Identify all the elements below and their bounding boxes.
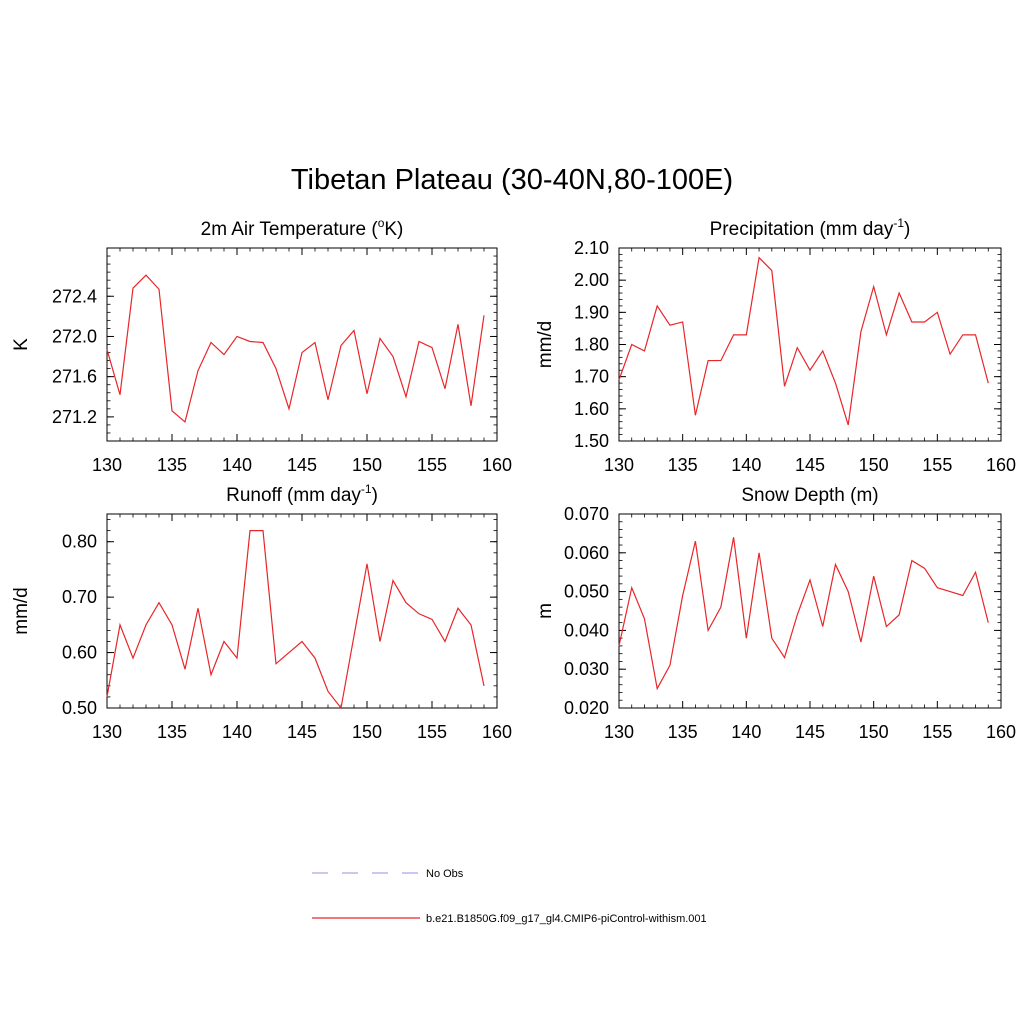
series-line-model [618,537,989,691]
y-tick-label: 1.80 [574,335,609,355]
y-tick-label: 1.90 [574,302,609,322]
x-tick-label: 130 [92,722,122,742]
y-axis-label: K [11,338,32,351]
x-tick-label: 135 [668,722,698,742]
series-line-model [106,530,485,710]
plot-frame [106,513,498,709]
y-tick-label: 2.00 [574,270,609,290]
x-tick-label: 130 [604,455,634,475]
y-axis-label: m [535,603,556,619]
x-tick-label: 160 [482,722,512,742]
y-tick-label: 0.070 [564,504,609,524]
x-tick-label: 140 [222,722,252,742]
x-tick-label: 160 [482,455,512,475]
y-tick-label: 0.030 [564,659,609,679]
x-tick-label: 155 [417,722,447,742]
panels-group: 130 135 140 145 150 155 160 271.2 271.6 272.0 272.… [11,216,1016,742]
y-tick-label: 271.6 [52,367,97,387]
figure-title: Tibetan Plateau (30-40N,80-100E) [290,164,734,196]
y-tick-label: 0.020 [564,698,609,718]
legend-label-no-obs: No Obs [426,868,464,880]
y-tick-label: 0.060 [564,543,609,563]
y-axis-label: mm/d [11,587,32,635]
x-tick-label: 135 [157,722,187,742]
y-tick-label: 1.70 [574,367,609,387]
y-tick-label: 1.50 [574,431,609,451]
panel-2: 130 135 140 145 150 155 160 0.50 0.60 0.70 0.80 mm/… [11,482,512,742]
y-tick-label: 272.0 [52,326,97,346]
x-tick-label: 155 [922,455,952,475]
x-tick-label: 150 [859,722,889,742]
plot-frame [618,247,1002,442]
y-tick-label: 0.60 [62,643,97,663]
x-tick-label: 145 [287,722,317,742]
x-tick-label: 145 [287,455,317,475]
legend-label-model: b.e21.B1850G.f09_g17_gl4.CMIP6-piControl… [426,913,707,925]
x-tick-label: 150 [352,455,382,475]
x-tick-label: 160 [986,455,1016,475]
x-tick-label: 140 [731,722,761,742]
y-tick-label: 0.50 [62,698,97,718]
x-tick-label: 140 [222,455,252,475]
series-line-model [106,274,485,423]
x-tick-label: 135 [157,455,187,475]
x-tick-label: 135 [668,455,698,475]
x-tick-label: 155 [922,722,952,742]
y-tick-label: 0.040 [564,620,609,640]
y-tick-label: 0.80 [62,532,97,552]
x-tick-label: 155 [417,455,447,475]
y-tick-label: 1.60 [574,399,609,419]
panel-title: Precipitation (mm day-1) [710,216,911,240]
legend: No Obs b.e21.B1850G.f09_g17_gl4.CMIP6-pi… [312,868,707,925]
y-tick-label: 0.050 [564,582,609,602]
x-tick-label: 145 [795,455,825,475]
panel-0: 130 135 140 145 150 155 160 271.2 271.6 272.0 272.… [11,216,512,475]
plot-frame [618,513,1002,709]
y-axis-label: mm/d [535,321,556,369]
x-tick-label: 130 [604,722,634,742]
series-line-model [618,256,989,426]
x-tick-label: 150 [352,722,382,742]
panel-title: Runoff (mm day-1) [226,482,378,506]
panel-title: Snow Depth (m) [741,485,878,506]
x-tick-label: 150 [859,455,889,475]
x-tick-label: 160 [986,722,1016,742]
x-tick-label: 130 [92,455,122,475]
y-tick-label: 272.4 [52,286,97,306]
panel-1: 130 135 140 145 150 155 160 1.50 1.60 1.70 1.80 1.9… [535,216,1016,475]
y-tick-label: 0.70 [62,587,97,607]
x-tick-label: 145 [795,722,825,742]
y-tick-label: 271.2 [52,407,97,427]
panel-title: 2m Air Temperature (oK) [201,216,404,240]
x-tick-label: 140 [731,455,761,475]
y-tick-label: 2.10 [574,238,609,258]
panel-3: 130 135 140 145 150 155 160 0.020 0.030 0.040 0.05… [535,485,1016,742]
